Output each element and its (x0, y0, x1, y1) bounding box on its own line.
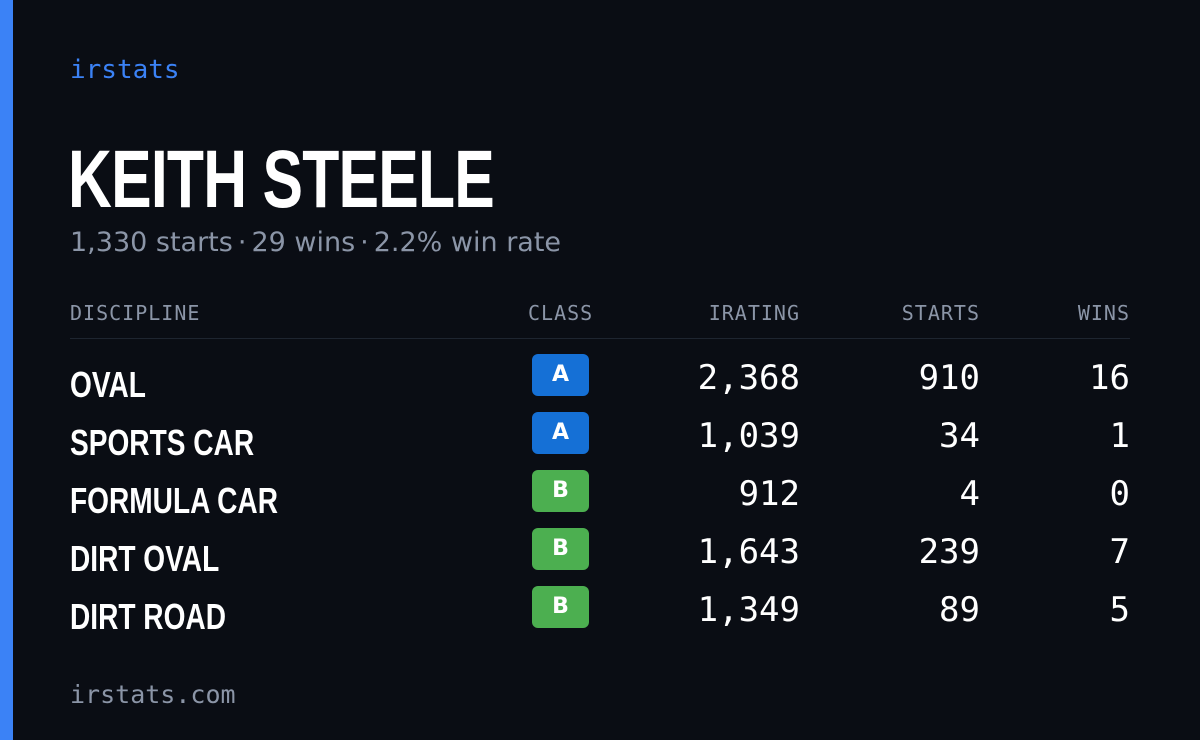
table-row: DIRT ROAD B 1,349 89 5 (70, 582, 1130, 640)
driver-name: KEITH STEELE (68, 134, 495, 225)
column-header-wins: WINS (1077, 301, 1130, 325)
irating-value: 2,368 (697, 358, 800, 398)
discipline-name: FORMULA CAR (70, 480, 278, 521)
discipline-name: DIRT OVAL (70, 538, 220, 579)
table-body: OVAL A 2,368 910 16 SPORTS CAR A 1,039 3… (70, 350, 1130, 640)
starts-value: 239 (918, 532, 980, 572)
class-badge: A (532, 412, 589, 454)
starts-value: 89 (939, 590, 980, 630)
starts-value: 910 (918, 358, 980, 398)
table-row: OVAL A 2,368 910 16 (70, 350, 1130, 408)
irating-value: 1,643 (697, 532, 800, 572)
column-header-class: CLASS (528, 301, 594, 325)
irating-value: 1,349 (697, 590, 800, 630)
summary-wins: 29 wins (251, 227, 356, 258)
summary-separator: · (360, 227, 369, 258)
discipline-name: SPORTS CAR (70, 422, 255, 463)
wins-value: 1 (1109, 416, 1130, 456)
irating-value: 1,039 (697, 416, 800, 456)
class-badge: B (532, 586, 589, 628)
column-header-discipline: DISCIPLINE (70, 301, 201, 325)
summary-win-rate: 2.2% win rate (373, 227, 562, 258)
wins-value: 5 (1109, 590, 1130, 630)
column-header-irating: IRATING (708, 301, 800, 325)
table-row: FORMULA CAR B 912 4 0 (70, 466, 1130, 524)
table-row: SPORTS CAR A 1,039 34 1 (70, 408, 1130, 466)
summary-separator: · (237, 227, 247, 258)
wins-value: 7 (1109, 532, 1130, 572)
starts-value: 4 (959, 474, 980, 514)
column-header-starts: STARTS (901, 301, 980, 325)
driver-summary: 1,330 starts · 29 wins · 2.2% win rate (70, 227, 561, 258)
wins-value: 16 (1089, 358, 1130, 398)
irating-value: 912 (738, 474, 800, 514)
class-badge: B (532, 528, 589, 570)
brand-logo-text: irstats (70, 55, 180, 85)
wins-value: 0 (1109, 474, 1130, 514)
accent-bar (0, 0, 13, 740)
discipline-name: OVAL (70, 364, 146, 405)
class-badge: A (532, 354, 589, 396)
class-badge: B (532, 470, 589, 512)
footer-url: irstats.com (70, 680, 236, 709)
table-header: DISCIPLINE CLASS IRATING STARTS WINS (70, 300, 1130, 339)
discipline-name: DIRT ROAD (70, 596, 226, 637)
starts-value: 34 (939, 416, 980, 456)
table-row: DIRT OVAL B 1,643 239 7 (70, 524, 1130, 582)
summary-starts: 1,330 starts (70, 227, 233, 258)
